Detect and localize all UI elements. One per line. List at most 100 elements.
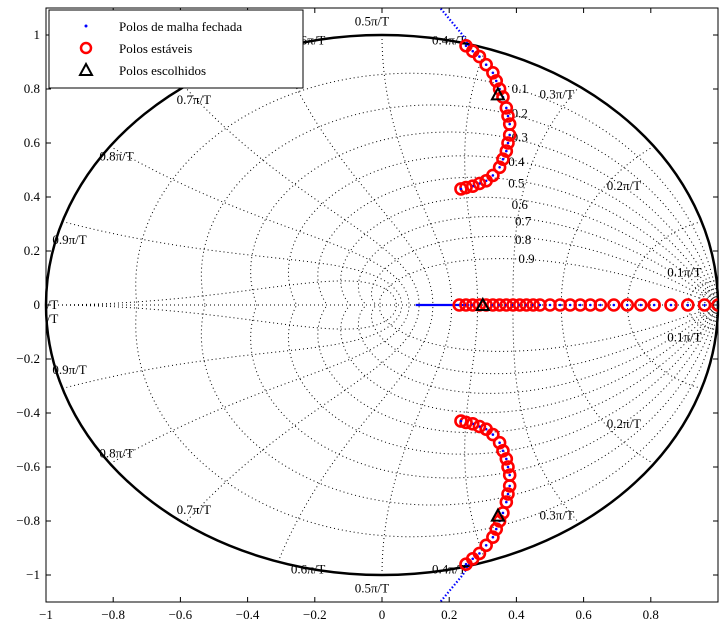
- frequency-curve: [560, 145, 655, 306]
- frequency-label-upper: 0.1π/T: [667, 265, 701, 280]
- frequency-curve: [46, 304, 398, 330]
- stable-pole-marker: [502, 468, 517, 482]
- closed-loop-pole-dot: [625, 303, 629, 307]
- stable-pole-marker: [454, 414, 468, 428]
- closed-loop-pole-dot: [501, 449, 505, 453]
- damping-curve: [250, 304, 718, 479]
- frequency-curve: [381, 304, 453, 576]
- closed-loop-pole-dot: [478, 55, 481, 58]
- frequency-curve: [62, 304, 403, 389]
- damping-label: 0.5: [508, 176, 524, 191]
- damping-curve: [370, 235, 718, 306]
- stable-pole-marker: [697, 298, 712, 312]
- chosen-pole-marker: [490, 507, 506, 522]
- closed-loop-pole-dot: [484, 63, 488, 66]
- stable-pole-marker: [472, 176, 487, 191]
- damping-curve: [340, 304, 718, 414]
- damping-label: 0.1: [512, 81, 528, 96]
- y-tick-label: 0.2: [24, 243, 40, 258]
- legend-label: Polos de malha fechada: [119, 19, 242, 34]
- frequency-curve: [560, 304, 655, 465]
- damping-curve: [370, 304, 718, 375]
- series-layer: [415, 8, 718, 602]
- damping-curve: [357, 216, 718, 306]
- closed-loop-pole-dot: [599, 303, 602, 307]
- closed-loop-pole-dot: [505, 149, 508, 153]
- y-tick-label: −0.8: [16, 513, 40, 528]
- y-tick-label: −0.2: [16, 351, 40, 366]
- damping-curve: [317, 304, 718, 434]
- stable-pole-marker: [680, 298, 695, 312]
- frequency-label-lower: 0.7π/T: [177, 502, 211, 517]
- stable-pole-marker: [492, 160, 507, 175]
- legend-label: Polos estáveis: [119, 41, 192, 56]
- x-tick-label: −1: [39, 607, 53, 622]
- damping-curve: [287, 304, 718, 455]
- frequency-label-upper: 0.2π/T: [607, 178, 641, 193]
- stable-pole-marker: [472, 419, 487, 434]
- closed-loop-pole-dot: [508, 122, 511, 126]
- frequency-label-lower: 0.3π/T: [540, 508, 574, 523]
- stable-pole-marker: [620, 298, 635, 312]
- closed-loop-pole-dot: [498, 441, 501, 445]
- axes: −1 −0.8 −0.6 −0.4 −0.2 0 0.2 0.4 0.6 0.810.80.60.…: [16, 8, 718, 622]
- frequency-label-upper: 0.8π/T: [99, 149, 133, 164]
- stable-pole-marker: [479, 422, 493, 437]
- legend-label: Polos escolhidos: [119, 63, 206, 78]
- closed-loop-pole-dot: [612, 303, 616, 307]
- frequency-curve: [46, 280, 398, 306]
- frequency-label-lower: 1π/T: [34, 311, 59, 326]
- stable-pole-marker: [647, 298, 661, 312]
- stable-pole-marker: [465, 179, 480, 193]
- frequency-label-upper: 0.5π/T: [355, 14, 389, 29]
- frequency-curve: [381, 34, 453, 306]
- damping-curve: [135, 72, 718, 306]
- x-tick-label: −0.4: [236, 607, 260, 622]
- closed-loop-pole-dot: [484, 544, 488, 547]
- closed-loop-pole-dot: [548, 303, 552, 307]
- closed-loop-pole-dot: [508, 133, 511, 137]
- x-tick-label: 0.8: [643, 607, 659, 622]
- frequency-curve: [62, 221, 403, 306]
- closed-loop-pole-dot: [505, 106, 508, 110]
- stable-pole-marker: [501, 487, 515, 501]
- damping-curve: [379, 304, 718, 352]
- damping-curve: [357, 304, 718, 394]
- y-tick-label: 0: [34, 297, 41, 312]
- closed-loop-pole-dot: [506, 465, 510, 469]
- closed-loop-pole-dot: [464, 44, 468, 48]
- damping-curve: [340, 196, 718, 306]
- stable-pole-marker: [499, 495, 514, 509]
- damping-curve: [200, 104, 718, 306]
- y-tick-label: 0.8: [24, 81, 40, 96]
- stable-pole-marker: [472, 49, 487, 64]
- closed-loop-pole-dot: [494, 527, 498, 531]
- closed-loop-pole-dot: [652, 303, 656, 307]
- x-tick-label: 0.2: [441, 607, 457, 622]
- stable-pole-marker: [479, 538, 493, 553]
- frequency-label-lower: 0.1π/T: [667, 329, 701, 344]
- damping-curve: [317, 176, 718, 306]
- damping-label: 0.2: [512, 105, 528, 120]
- stable-pole-marker: [711, 298, 718, 312]
- frequency-curve: [626, 304, 702, 389]
- x-tick-label: 0.6: [575, 607, 592, 622]
- stable-pole-marker: [472, 546, 487, 561]
- closed-loop-pole-dot: [478, 552, 481, 555]
- frequency-curve: [464, 304, 487, 562]
- frequency-curve: [626, 221, 702, 306]
- closed-loop-pole-dot: [471, 49, 475, 53]
- damping-curve: [250, 131, 718, 306]
- stable-pole-marker: [479, 174, 493, 188]
- closed-loop-pole-dot: [459, 419, 463, 423]
- y-tick-label: 0.4: [24, 189, 41, 204]
- closed-loop-pole-dot: [506, 114, 510, 118]
- damping-label: 0.8: [515, 232, 531, 247]
- frequency-curve: [109, 145, 410, 306]
- x-tick-label: −0.6: [169, 607, 193, 622]
- closed-loop-pole-dot: [471, 557, 475, 561]
- damping-label: 0.9: [518, 251, 534, 266]
- stable-pole-marker: [502, 128, 517, 142]
- stable-pole-marker: [633, 298, 648, 312]
